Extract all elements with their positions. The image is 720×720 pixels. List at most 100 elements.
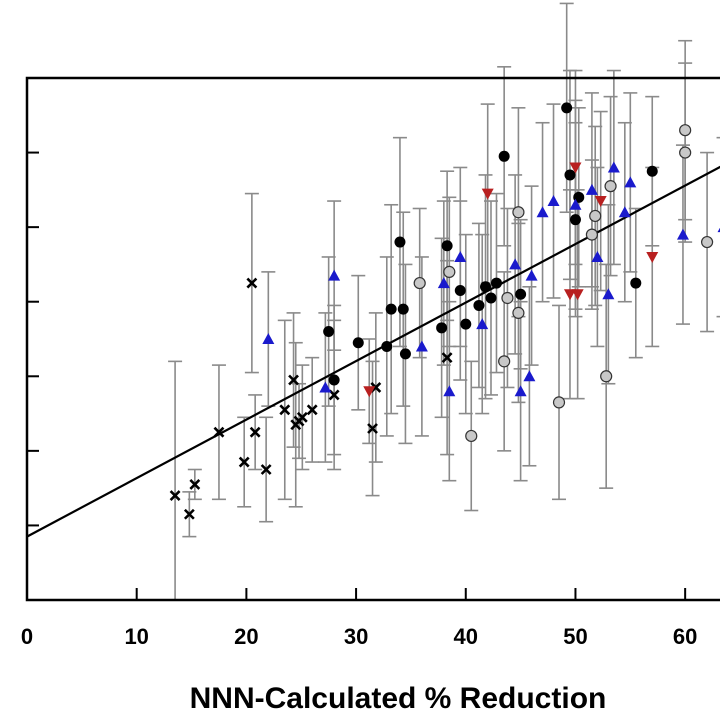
open-circle-point xyxy=(512,306,525,319)
open-circle-point xyxy=(465,429,478,443)
filled-circle-point xyxy=(394,236,406,248)
triangle-up-point xyxy=(415,340,428,352)
error-bar xyxy=(716,136,720,318)
filled-circle-point xyxy=(328,374,340,386)
open-circle-point xyxy=(501,291,514,305)
triangle-up-point xyxy=(514,385,527,397)
triangle-up-point xyxy=(262,333,275,344)
x-tick-label: 40 xyxy=(454,624,478,649)
triangle-down-point xyxy=(646,251,659,263)
filled-circle-point xyxy=(399,348,411,360)
filled-circle-point xyxy=(485,292,497,304)
triangle-up-point xyxy=(547,195,560,207)
triangle-down-point xyxy=(569,162,582,174)
open-circle-point xyxy=(604,180,617,193)
open-circle-point xyxy=(700,235,714,249)
filled-circle-point xyxy=(454,285,466,297)
cross-point xyxy=(288,374,299,386)
cross-point xyxy=(441,352,453,364)
triangle-down-point xyxy=(571,289,584,301)
filled-circle-point xyxy=(564,169,576,181)
open-circle-point xyxy=(585,228,599,241)
cross-point xyxy=(306,404,318,416)
cross-point xyxy=(328,389,340,401)
open-circle-point xyxy=(512,206,525,219)
cross-point xyxy=(238,456,250,468)
open-circle-point xyxy=(589,209,602,223)
x-tick-label: 0 xyxy=(21,624,33,649)
open-circle-point xyxy=(443,265,456,278)
filled-circle-point xyxy=(630,277,642,289)
triangle-up-point xyxy=(585,183,598,195)
x-axis-title: NNN-Calculated % Reduction xyxy=(190,682,607,715)
triangle-down-point xyxy=(363,386,376,398)
filled-circle-point xyxy=(473,299,485,311)
open-circle-point xyxy=(498,355,511,368)
filled-circle-point xyxy=(569,214,581,226)
filled-circle-point xyxy=(385,303,397,315)
triangle-up-point xyxy=(591,250,604,262)
triangle-down-point xyxy=(563,289,576,301)
cross-point xyxy=(296,411,308,423)
triangle-up-point xyxy=(523,370,536,382)
x-tick-label: 30 xyxy=(344,624,368,649)
filled-circle-point xyxy=(381,340,393,352)
x-tick-label: 60 xyxy=(673,624,697,649)
cross-point xyxy=(183,508,195,520)
triangle-up-point xyxy=(536,206,549,218)
filled-circle-point xyxy=(460,318,472,330)
triangle-down-point xyxy=(481,188,494,200)
triangle-up-point xyxy=(437,277,450,289)
triangle-up-point xyxy=(569,198,582,210)
cross-point xyxy=(279,404,291,416)
cross-point xyxy=(213,426,225,438)
triangle-up-point xyxy=(525,269,538,281)
filled-circle-point xyxy=(323,326,335,338)
triangle-up-point xyxy=(328,269,341,281)
filled-circle-point xyxy=(490,277,502,289)
x-tick-label: 10 xyxy=(124,624,148,649)
trendline-group xyxy=(26,165,720,538)
filled-circle-point xyxy=(480,281,492,293)
plot-frame xyxy=(25,76,720,602)
filled-circle-point xyxy=(515,288,527,300)
filled-circle-point xyxy=(646,165,658,177)
error-bars xyxy=(168,2,720,601)
triangle-up-point xyxy=(607,161,620,173)
triangle-up-point xyxy=(443,385,456,397)
open-circle-point xyxy=(600,370,613,383)
triangle-up-point xyxy=(602,288,615,300)
cross-point xyxy=(169,490,181,502)
trendline xyxy=(26,165,720,538)
cross-point xyxy=(367,423,378,434)
open-circle-point xyxy=(552,396,566,409)
filled-circle-point xyxy=(561,102,573,114)
x-tick-label: 20 xyxy=(234,624,258,649)
cross-point xyxy=(249,426,261,438)
cross-point xyxy=(246,277,258,289)
data-points xyxy=(169,102,720,520)
error-bar xyxy=(168,360,183,601)
triangle-up-point xyxy=(676,228,689,240)
triangle-up-point xyxy=(618,206,631,218)
filled-circle-point xyxy=(441,240,453,252)
triangle-up-point xyxy=(476,318,489,330)
filled-circle-point xyxy=(436,322,448,334)
filled-circle-point xyxy=(352,337,364,349)
triangle-down-point xyxy=(594,196,607,208)
open-circle-point xyxy=(413,276,426,290)
filled-circle-point xyxy=(397,303,409,315)
filled-circle-point xyxy=(498,150,510,162)
open-circle-point xyxy=(679,146,692,159)
triangle-up-point xyxy=(454,250,467,262)
axis-ticks: 0 10 20 30 40 50 60 xyxy=(21,77,697,649)
triangle-up-point xyxy=(319,381,332,393)
open-circle-point xyxy=(679,124,692,137)
triangle-up-point xyxy=(717,227,720,233)
triangle-up-point xyxy=(509,258,522,270)
x-tick-label: 50 xyxy=(563,624,587,649)
cross-point xyxy=(189,478,201,490)
cross-point xyxy=(260,464,272,475)
triangle-up-point xyxy=(624,176,637,188)
